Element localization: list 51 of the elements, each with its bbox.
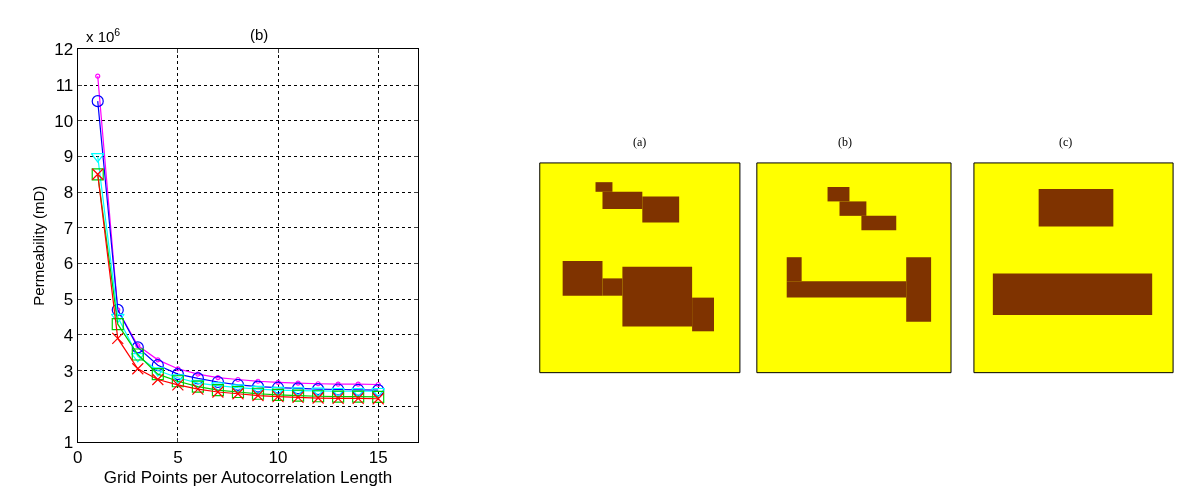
point <box>351 387 366 398</box>
point <box>110 313 125 324</box>
point <box>131 348 144 361</box>
point <box>211 375 225 389</box>
point <box>171 368 184 381</box>
x-tick-label: 10 <box>268 448 288 468</box>
point <box>111 318 124 331</box>
y-tick-label: 7 <box>63 218 74 238</box>
point <box>111 332 124 345</box>
point <box>275 379 281 385</box>
point <box>151 359 164 372</box>
point <box>95 73 101 79</box>
y-tick-label: 10 <box>54 111 74 131</box>
point <box>91 95 104 108</box>
y-axis-title: Permeability (mD) <box>29 185 47 306</box>
x-tick-label: 0 <box>72 448 83 468</box>
point <box>332 383 345 396</box>
point <box>131 341 144 354</box>
y-tick-label: 4 <box>63 325 74 345</box>
text: (a) <box>633 135 647 149</box>
point <box>255 378 261 384</box>
y-tick-label: 5 <box>63 290 74 310</box>
y-tick-label: 9 <box>63 147 74 167</box>
y-tick-label: 3 <box>63 361 74 381</box>
y-tick-label: 1 <box>63 432 74 452</box>
point <box>130 352 145 363</box>
point <box>271 386 285 397</box>
x-axis-title: Grid Points per Autocorrelation Length <box>103 467 393 487</box>
point <box>295 380 301 386</box>
text: x 10$^{6}$ <box>86 26 121 46</box>
y-tick-label: 8 <box>63 183 74 203</box>
point <box>191 372 204 385</box>
y-tick-label: 2 <box>63 397 74 417</box>
point <box>312 383 325 396</box>
chart-title: (b) <box>250 26 269 43</box>
y-tick-label: 6 <box>63 254 74 274</box>
point <box>291 382 305 395</box>
point <box>352 383 365 396</box>
point <box>131 362 144 375</box>
point <box>111 303 124 316</box>
x-tick-label: 15 <box>368 448 388 468</box>
point <box>251 385 265 396</box>
y-tick-label: 11 <box>55 76 74 96</box>
text: (b) <box>838 135 852 149</box>
point <box>151 373 164 386</box>
point <box>331 387 346 398</box>
point <box>311 387 326 398</box>
x-tick-label: 5 <box>173 448 183 468</box>
point <box>231 384 245 394</box>
text: (c) <box>1059 135 1073 149</box>
y-tick-label: 12 <box>54 40 74 60</box>
